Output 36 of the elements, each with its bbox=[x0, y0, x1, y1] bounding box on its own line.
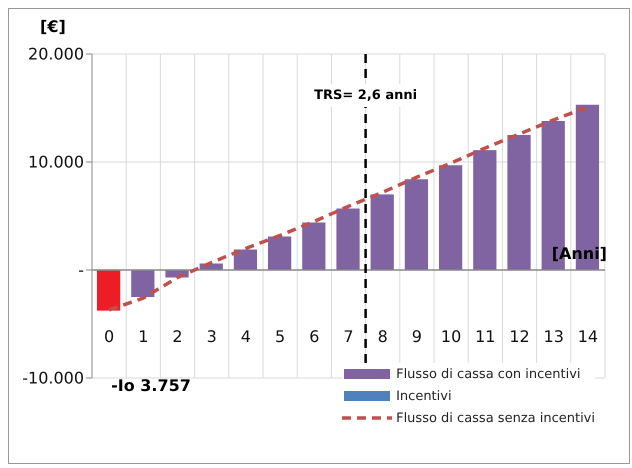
bar bbox=[404, 179, 428, 270]
x-tick-label: 6 bbox=[309, 327, 320, 346]
bar bbox=[507, 135, 531, 270]
x-tick-label: 11 bbox=[475, 327, 496, 346]
bar bbox=[473, 150, 496, 270]
x-tick-label: 13 bbox=[544, 327, 564, 346]
bar bbox=[268, 236, 292, 270]
bar bbox=[336, 208, 360, 270]
legend-label: Incentivi bbox=[396, 388, 452, 404]
x-tick-label: 4 bbox=[240, 327, 251, 346]
x-tick-label: 2 bbox=[172, 327, 183, 346]
x-tick-label: 1 bbox=[138, 327, 148, 346]
legend-label: Flusso di cassa senza incentivi bbox=[396, 410, 595, 426]
x-tick-label: 8 bbox=[378, 327, 388, 346]
annotation: TRS= 2,6 anni bbox=[306, 84, 426, 107]
x-tick-label: 12 bbox=[509, 327, 530, 346]
bar bbox=[370, 194, 394, 270]
x-tick-label: 7 bbox=[343, 327, 354, 346]
x-tick-label: 3 bbox=[206, 327, 217, 346]
bar bbox=[131, 270, 154, 297]
x-tick-label: 5 bbox=[275, 327, 286, 346]
bar bbox=[439, 165, 462, 270]
x-tick-label: 10 bbox=[440, 327, 462, 346]
annotation: -Io 3.757 bbox=[111, 376, 191, 395]
legend-label: Flusso di cassa con incentivi bbox=[396, 366, 581, 382]
y-tick-label: - bbox=[78, 260, 84, 280]
x-tick-label: 14 bbox=[578, 327, 598, 346]
y-tick-label: -10.000 bbox=[22, 368, 84, 388]
y-tick-label: 20.000 bbox=[28, 44, 84, 64]
x-tick-label: 9 bbox=[412, 327, 422, 346]
y-tick-label: 10.000 bbox=[28, 152, 84, 172]
x-tick-label: 0 bbox=[104, 327, 114, 346]
y-axis-title: [€] bbox=[40, 17, 66, 36]
bar bbox=[97, 270, 120, 311]
bar bbox=[234, 249, 258, 270]
bar bbox=[302, 222, 326, 270]
